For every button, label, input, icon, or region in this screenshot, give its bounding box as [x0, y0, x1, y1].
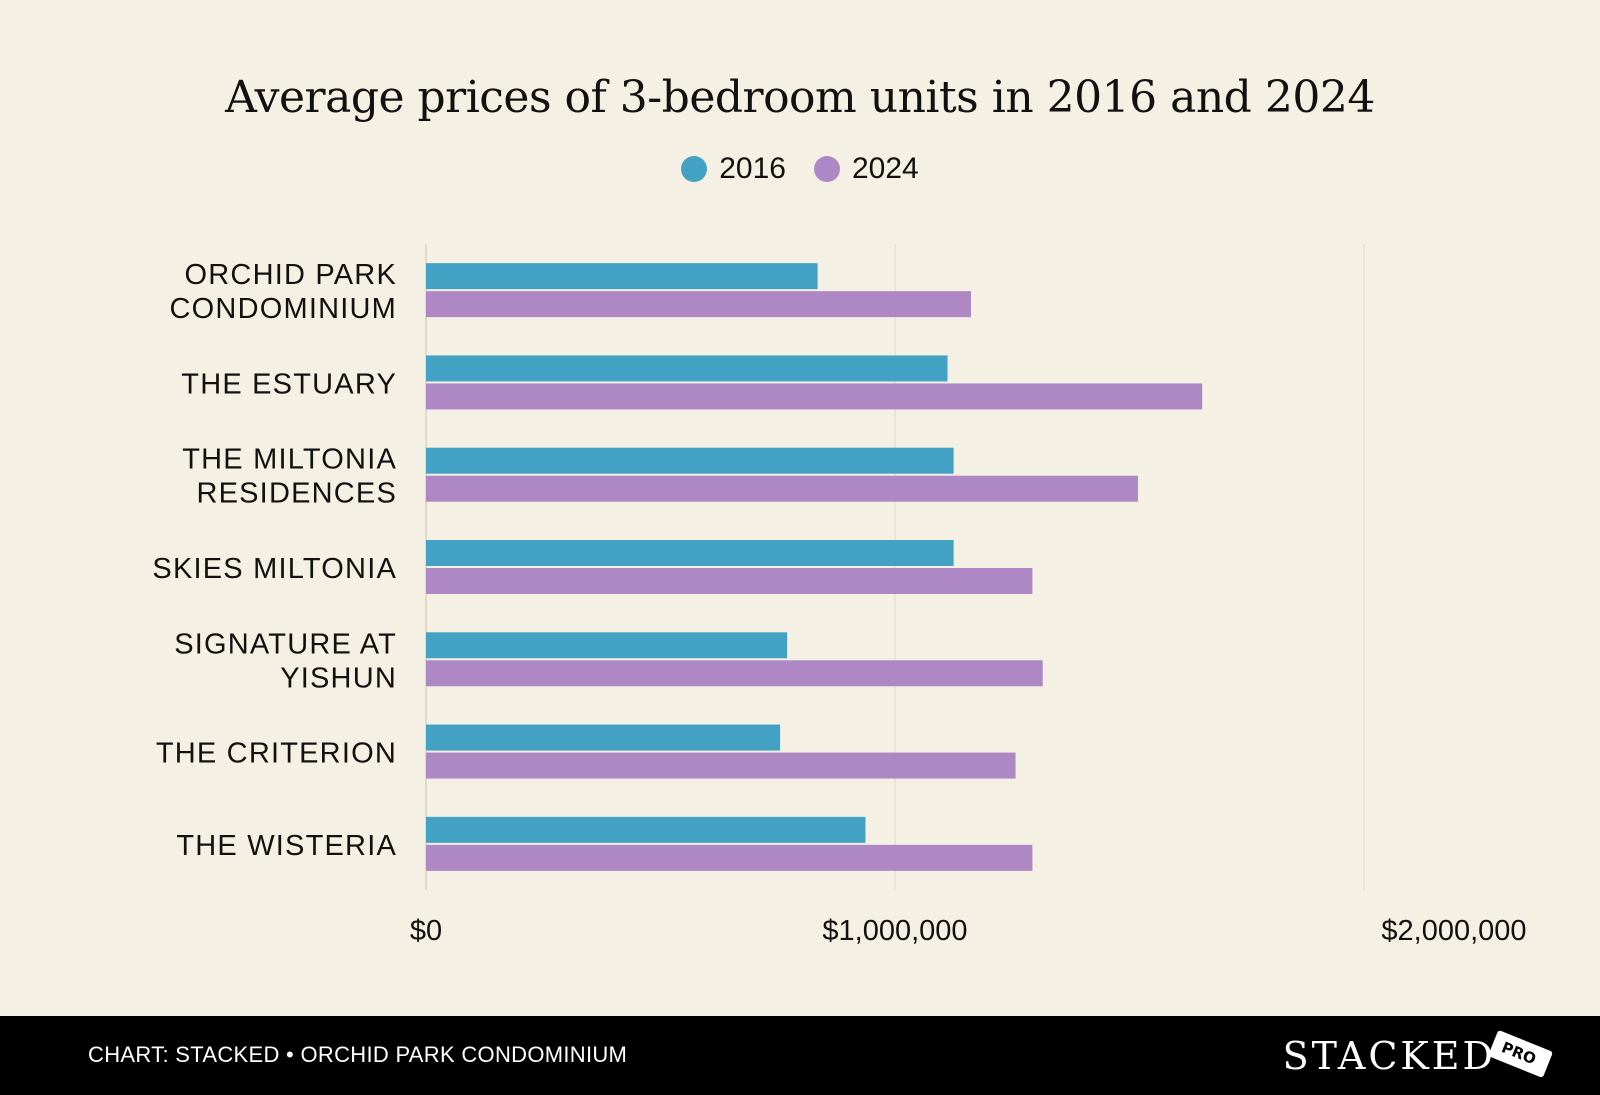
- legend-item-2024: 2024: [814, 152, 919, 186]
- footer-bar: CHART: STACKED • ORCHID PARK CONDOMINIUM…: [0, 1016, 1600, 1095]
- bar-2024-7: [426, 844, 1033, 871]
- bar-2016-5: [426, 632, 788, 659]
- category-label-3-line-2: RESIDENCES: [196, 478, 397, 510]
- pro-badge: PRO: [1487, 1029, 1554, 1079]
- x-tick-label-2: $2,000,000: [1381, 915, 1526, 947]
- legend-item-2016: 2016: [681, 152, 786, 186]
- category-label-1-line-1: ORCHID PARK: [185, 259, 397, 291]
- category-label-5-line-2: YISHUN: [280, 662, 397, 694]
- category-label-7: THE WISTERIA: [176, 830, 397, 862]
- brand-logo: STACKED: [1282, 1034, 1496, 1078]
- bar-2024-5: [426, 660, 1043, 687]
- chart-title: Average prices of 3-bedroom units in 201…: [225, 72, 1375, 123]
- x-tick-label-1: $1,000,000: [822, 915, 967, 947]
- legend-swatch-2024: [814, 156, 840, 182]
- category-label-1-line-2: CONDOMINIUM: [170, 293, 397, 325]
- legend-label-2024: 2024: [852, 152, 919, 185]
- bar-2016-2: [426, 355, 948, 382]
- bar-2024-4: [426, 568, 1033, 594]
- bar-2016-7: [426, 816, 866, 843]
- legend-swatch-2016: [681, 156, 708, 182]
- chart-source: CHART: STACKED • ORCHID PARK CONDOMINIUM: [88, 1042, 628, 1067]
- bar-2016-6: [426, 724, 781, 751]
- x-tick-label-0: $0: [410, 915, 442, 947]
- bar-2016-3: [426, 447, 954, 474]
- bar-2024-3: [426, 475, 1138, 502]
- bar-2016-4: [426, 540, 954, 566]
- bar-2024-6: [426, 752, 1016, 779]
- category-label-2: THE ESTUARY: [181, 368, 397, 400]
- bar-2024-1: [426, 291, 971, 318]
- legend-label-2016: 2016: [719, 152, 786, 185]
- category-label-6: THE CRITERION: [156, 738, 397, 770]
- category-label-3-line-1: THE MILTONIA: [182, 444, 397, 476]
- bar-2024-2: [426, 383, 1203, 410]
- bar-2016-1: [426, 263, 818, 290]
- category-label-5-line-1: SIGNATURE AT: [174, 628, 397, 660]
- category-label-4: SKIES MILTONIA: [152, 553, 397, 585]
- chart-legend: 2016 2024: [0, 152, 1600, 186]
